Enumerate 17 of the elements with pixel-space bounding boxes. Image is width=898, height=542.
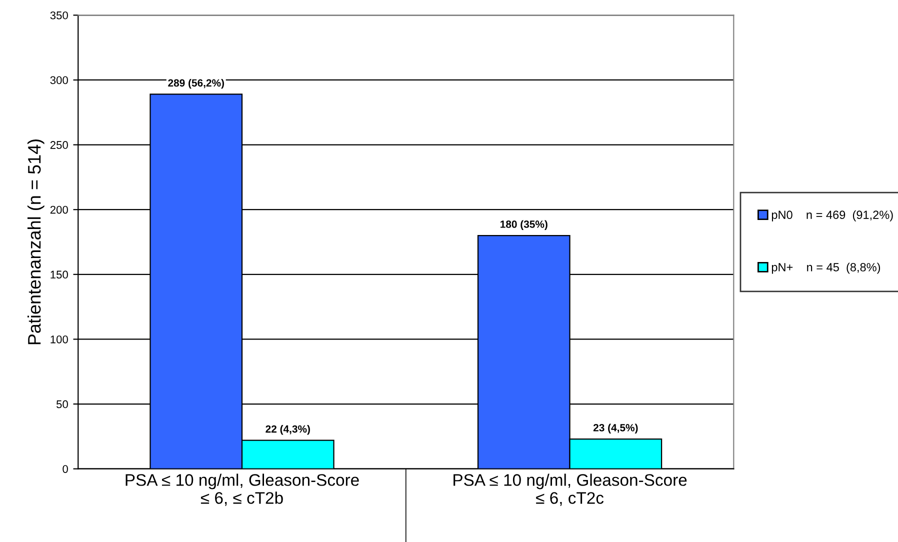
data-label: 23 (4,5%)	[593, 424, 638, 434]
legend-label: pN+ n = 45 (8,8%)	[772, 262, 880, 274]
x-tick-label: PSA ≤ 10 ng/ml, Gleason-Score ≤ 6, cT2c	[454, 474, 687, 506]
y-tick-label: 150	[50, 270, 68, 279]
y-tick-label: 300	[50, 76, 68, 84]
y-tick-label: 0	[62, 465, 68, 473]
data-label: 22 (4,3%)	[266, 425, 310, 435]
data-label: 180 (35%)	[500, 220, 548, 230]
y-tick-label: 250	[50, 141, 68, 149]
y-tick-label: 100	[50, 335, 68, 344]
legend-label: pN0 n = 469 (91,2%)	[772, 210, 893, 222]
y-axis-title: Patientenanzahl (n = 514)	[27, 139, 44, 344]
y-tick-label: 50	[56, 400, 68, 408]
data-label: 289 (56,2%)	[168, 78, 224, 89]
y-tick-label: 350	[50, 11, 68, 20]
y-tick-label: 200	[50, 206, 68, 214]
x-tick-label: PSA ≤ 10 ng/ml, Gleason-Score ≤ 6, ≤ cT2b	[126, 474, 359, 506]
